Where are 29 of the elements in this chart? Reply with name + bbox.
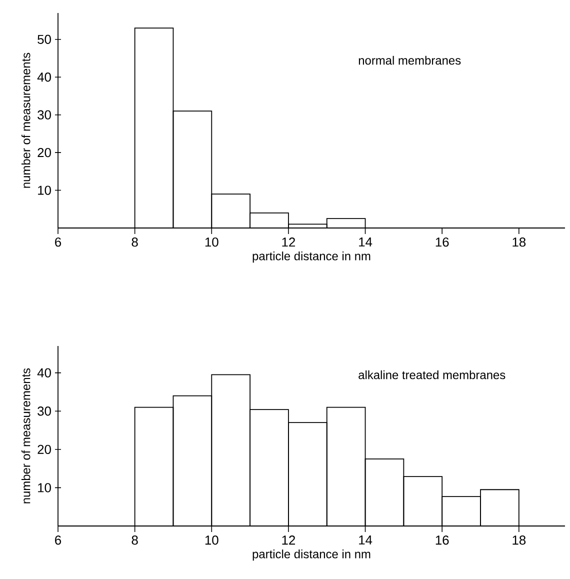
y-tick-label: 40 (37, 72, 51, 82)
x-tick-label: 6 (55, 536, 62, 545)
annotation: alkaline treated membranes (358, 370, 506, 380)
y-tick-label: 20 (38, 444, 51, 454)
y-tick-label: 30 (38, 406, 51, 416)
x-tick-label: 16 (436, 536, 449, 545)
y-tick-label: 10 (38, 186, 51, 195)
x-axis-title: particle distance in nm (252, 252, 370, 263)
x-tick-label: 16 (436, 238, 449, 247)
y-tick-label: 50 (38, 34, 51, 44)
x-tick-label: 6 (55, 238, 62, 247)
y-axis-title: number of measurements (21, 52, 30, 188)
x-tick-label: 8 (132, 536, 138, 545)
x-tick-label: 12 (282, 536, 295, 545)
y-axis-title: number of measurements (21, 368, 30, 504)
x-tick-label: 8 (132, 238, 138, 247)
y-tick-label: 10 (38, 483, 51, 492)
x-tick-label: 14 (359, 238, 372, 246)
x-tick-label: 18 (512, 536, 526, 545)
y-tick-label: 20 (38, 148, 51, 158)
x-tick-label: 14 (359, 536, 372, 544)
annotation: normal membranes (358, 56, 461, 65)
x-tick-label: 10 (205, 238, 218, 247)
x-axis-title: particle distance in nm (252, 550, 370, 561)
y-tick-label: 30 (38, 110, 51, 120)
y-tick-label: 40 (37, 368, 51, 378)
x-tick-label: 10 (205, 536, 218, 545)
x-tick-label: 18 (512, 238, 526, 247)
x-tick-label: 12 (282, 238, 295, 247)
